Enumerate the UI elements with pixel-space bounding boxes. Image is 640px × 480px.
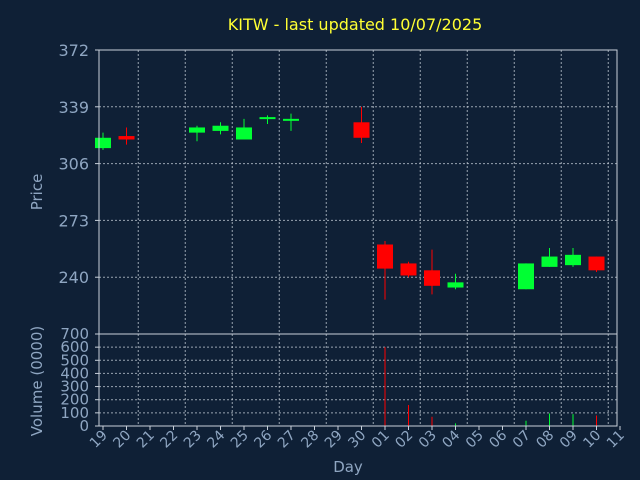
candle-body [283, 118, 299, 121]
candle-body [424, 270, 440, 286]
candle-03 [424, 249, 440, 295]
candle-08 [541, 247, 558, 267]
price-tick-label: 306 [58, 155, 89, 174]
volume-panel-frame [98, 333, 618, 427]
candle-26 [259, 115, 276, 125]
candle-23 [189, 125, 205, 142]
volume-tick-label: 0 [79, 417, 89, 435]
candle-10 [588, 256, 605, 273]
candle-25 [236, 118, 252, 140]
candle-body [400, 263, 417, 276]
chart-title: KITW - last updated 10/07/2025 [228, 15, 483, 34]
candle-body [118, 136, 135, 140]
candle-body [565, 254, 581, 266]
volume-bars [267, 347, 597, 426]
candle-body [353, 122, 370, 138]
candle-07 [518, 263, 534, 290]
candle-body [377, 244, 393, 269]
candle-24 [212, 122, 229, 135]
volume-tick-label: 700 [60, 325, 89, 343]
candle-27 [283, 113, 299, 131]
candle-02 [400, 261, 417, 278]
candle-body [189, 127, 205, 133]
day-axis: 19 20 21 22 23 24 25 26 27 28 29 30 01 02 03 04 05 06 07 08… [87, 426, 628, 451]
candle-body [95, 137, 111, 149]
candle-body [541, 256, 558, 267]
candle-body [212, 125, 229, 131]
volume-tick-label: 100 [60, 404, 89, 422]
volume-grid [99, 333, 617, 427]
price-tick-label: 273 [58, 211, 89, 230]
candle-09 [565, 247, 581, 267]
volume-tick-label: 200 [60, 391, 89, 409]
volume-tick-label: 600 [60, 338, 89, 356]
price-tick-label: 240 [58, 268, 89, 287]
volume-tick-label: 400 [60, 364, 89, 382]
candle-19 [95, 132, 111, 150]
candle-30 [353, 106, 370, 143]
price-axis: 240 273 306 339 372 [58, 41, 99, 287]
price-grid [99, 49, 617, 334]
x-axis-title: Day [333, 458, 363, 476]
volume-axis-title: Volume (0000) [28, 326, 46, 436]
candle-body [518, 263, 534, 290]
candle-body [236, 127, 252, 140]
volume-tick-label: 500 [60, 351, 89, 369]
candle-body [447, 282, 464, 288]
price-axis-title: Price [28, 174, 46, 211]
candle-01 [377, 241, 393, 300]
price-tick-label: 372 [58, 41, 89, 60]
volume-tick-label: 300 [60, 378, 89, 396]
candle-04 [447, 273, 464, 290]
candle-body [588, 256, 605, 271]
candle-body [259, 117, 276, 120]
candle-20 [118, 127, 135, 145]
price-tick-label: 339 [58, 98, 89, 117]
price-candles [95, 106, 605, 300]
